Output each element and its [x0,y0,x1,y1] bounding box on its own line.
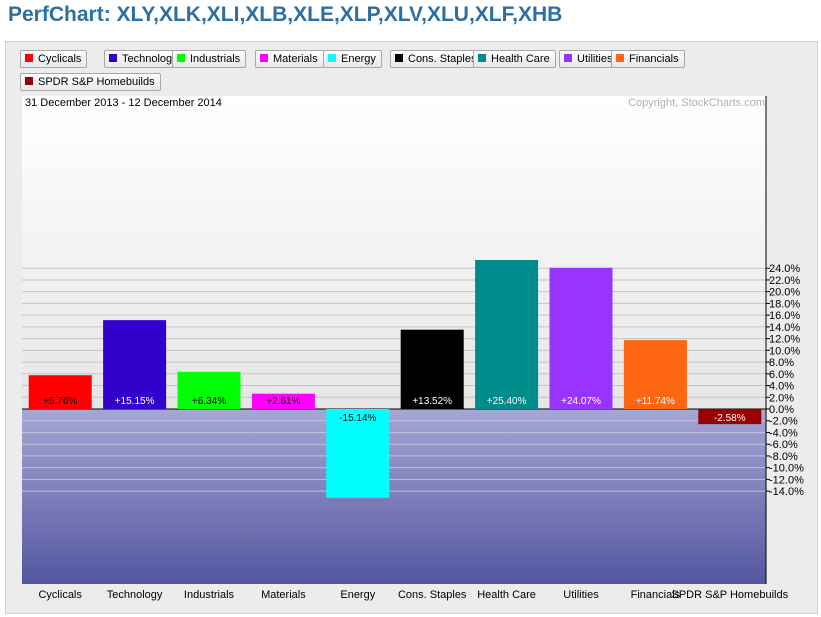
bar-financials[interactable] [623,340,687,409]
legend-toggle-technology[interactable]: Technology [104,50,184,68]
bar-cons-staples[interactable] [400,329,464,409]
y-tick-label: 2.0% [769,392,794,404]
legend-toggle-cyclicals[interactable]: Cyclicals [20,50,88,68]
bar-value-label: +24.07% [561,396,601,407]
y-tick-label: -14.0% [769,486,804,498]
y-tick-label: 10.0% [769,345,800,357]
y-tick-label: -2.0% [769,416,798,428]
x-category-label: Industrials [184,589,235,601]
x-category-label: Health Care [477,589,536,601]
y-tick-label: 16.0% [769,310,800,322]
x-category-label: Utilities [563,589,599,601]
legend-label: Utilities [577,53,613,65]
bar-value-label: +11.74% [636,396,675,407]
bar-technology[interactable] [103,320,167,409]
bar-industrials[interactable] [177,371,241,409]
bar-spdr-s-p-homebuilds[interactable] [698,409,762,425]
legend-swatch [25,54,33,62]
legend-swatch [25,77,33,85]
bar-value-label: +13.52% [412,396,452,407]
bar-value-label: +15.15% [115,396,155,407]
plot-area-negative [22,409,766,584]
bar-health-care[interactable] [475,260,539,409]
bar-materials[interactable] [251,393,315,409]
y-tick-label: -12.0% [769,474,804,486]
legend-toggle-energy[interactable]: Energy [323,50,382,68]
legend-label: Materials [273,53,318,65]
x-category-label: Cyclicals [38,589,82,601]
y-tick-label: 22.0% [769,275,800,287]
legend-label: Industrials [190,53,241,65]
legend-label: Financials [629,53,679,65]
y-tick-label: -8.0% [769,451,798,463]
bar-value-label: -2.58% [714,413,746,424]
legend-swatch [564,54,572,62]
y-tick-label: -6.0% [769,439,798,451]
y-tick-label: 12.0% [769,334,800,346]
date-range: 31 December 2013 - 12 December 2014 [25,97,222,109]
legend-toggle-materials[interactable]: Materials [255,50,324,68]
legend-swatch [260,54,268,62]
y-tick-label: 24.0% [769,263,800,275]
legend-swatch [328,54,336,62]
y-tick-label: 18.0% [769,298,800,310]
y-tick-label: 6.0% [769,369,794,381]
y-tick-label: 4.0% [769,381,794,393]
y-tick-label: 20.0% [769,287,800,299]
legend-label: Health Care [491,53,550,65]
x-category-label: Energy [340,589,375,601]
x-category-label: Technology [107,589,163,601]
bar-cyclicals[interactable] [28,375,92,409]
legend-swatch [177,54,185,62]
legend-swatch [395,54,403,62]
y-tick-label: 8.0% [769,357,794,369]
legend-swatch [109,54,117,62]
page-title: PerfChart: XLY,XLK,XLI,XLB,XLE,XLP,XLV,X… [8,3,563,26]
y-tick-label: -10.0% [769,463,804,475]
legend-toggle-cons-staples[interactable]: Cons. Staples [390,50,483,68]
legend-toggle-health-care[interactable]: Health Care [473,50,556,68]
y-tick-label: 14.0% [769,322,800,334]
legend-label: SPDR S&P Homebuilds [38,76,155,88]
y-tick-label: -4.0% [769,427,798,439]
y-tick-label: 0.0% [769,404,794,416]
bar-value-label: +25.40% [487,396,527,407]
legend-label: Cons. Staples [408,53,477,65]
x-category-label: Cons. Staples [398,589,467,601]
legend-toggle-utilities[interactable]: Utilities [559,50,619,68]
legend-toggle-financials[interactable]: Financials [611,50,685,68]
bar-value-label: +6.34% [192,396,226,407]
bar-value-label: -15.14% [339,413,376,424]
bar-utilities[interactable] [549,267,613,409]
bar-value-label: +2.61% [266,396,300,407]
legend-label: Cyclicals [38,53,82,65]
legend-toggle-spdr-s-p-homebuilds[interactable]: SPDR S&P Homebuilds [20,73,161,91]
copyright-note: Copyright, StockCharts.com [628,97,765,109]
x-category-label: Financials [631,589,681,601]
x-category-label: Materials [261,589,306,601]
legend-toggle-industrials[interactable]: Industrials [172,50,247,68]
x-category-label: SPDR S&P Homebuilds [672,589,789,601]
legend-label: Technology [122,53,178,65]
legend-label: Energy [341,53,376,65]
bar-energy[interactable] [326,409,390,498]
legend-swatch [478,54,486,62]
legend-swatch [616,54,624,62]
bar-value-label: +5.76% [43,396,77,407]
